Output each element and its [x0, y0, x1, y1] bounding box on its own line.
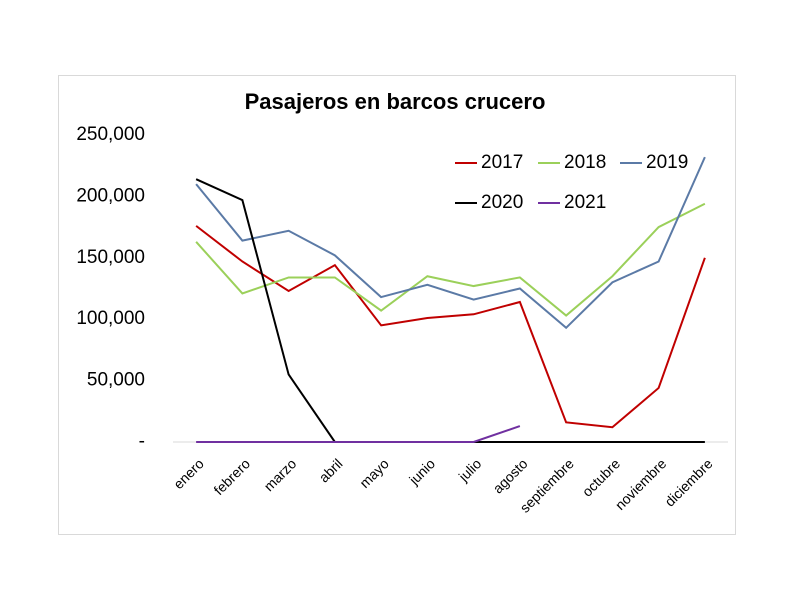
chart-title: Pasajeros en barcos crucero	[245, 89, 546, 114]
y-tick-label: 50,000	[87, 370, 145, 391]
legend-label: 2017	[481, 152, 523, 173]
series-line	[195, 202, 706, 317]
legend-label: 2020	[481, 192, 523, 213]
chart-border	[58, 75, 736, 535]
series-line	[196, 425, 521, 443]
y-tick-label: 250,000	[76, 124, 145, 145]
y-tick-label: -	[139, 431, 145, 452]
series-line	[195, 156, 706, 330]
y-tick-label: 100,000	[76, 308, 145, 329]
y-tick-label: 150,000	[76, 247, 145, 268]
series-line	[195, 225, 706, 429]
legend-label: 2021	[564, 192, 606, 213]
y-tick-label: 200,000	[76, 185, 145, 206]
legend-label: 2019	[646, 152, 688, 173]
legend-label: 2018	[564, 152, 606, 173]
